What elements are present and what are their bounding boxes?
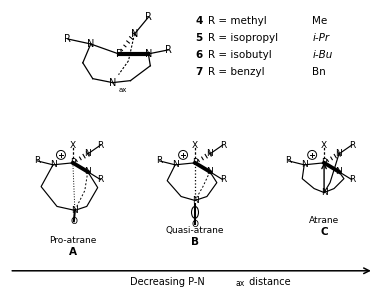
Text: N: N xyxy=(192,196,198,205)
Text: Me: Me xyxy=(312,16,327,26)
Text: P: P xyxy=(321,158,327,167)
Text: N: N xyxy=(301,160,308,169)
Text: distance: distance xyxy=(246,277,290,287)
Text: N: N xyxy=(145,49,152,59)
Text: O: O xyxy=(192,220,199,229)
Text: N: N xyxy=(84,167,91,176)
Text: ax: ax xyxy=(236,279,245,288)
Text: 6: 6 xyxy=(195,50,202,60)
Text: R: R xyxy=(285,156,291,165)
Text: R: R xyxy=(220,141,226,150)
Text: 5: 5 xyxy=(195,33,202,43)
Text: R: R xyxy=(97,175,104,184)
Text: i-Bu: i-Bu xyxy=(312,50,332,60)
Text: N: N xyxy=(335,167,343,176)
Text: N: N xyxy=(109,78,116,88)
Text: P: P xyxy=(116,49,122,59)
Text: N: N xyxy=(50,160,56,169)
Text: N: N xyxy=(335,149,343,158)
Text: X: X xyxy=(192,141,198,150)
Text: R: R xyxy=(34,156,40,165)
Text: O: O xyxy=(70,217,77,226)
Text: R: R xyxy=(165,45,172,55)
Text: N: N xyxy=(321,188,327,197)
Text: P: P xyxy=(192,158,198,167)
Text: Quasi-atrane: Quasi-atrane xyxy=(166,226,224,235)
Text: N: N xyxy=(87,39,95,49)
Text: X: X xyxy=(70,141,76,150)
Text: R: R xyxy=(220,175,226,184)
Text: R = methyl: R = methyl xyxy=(208,16,267,26)
Text: R: R xyxy=(349,141,355,150)
Text: ax: ax xyxy=(118,86,127,93)
Text: R: R xyxy=(349,175,355,184)
Text: R = isobutyl: R = isobutyl xyxy=(208,50,272,60)
Text: i-Pr: i-Pr xyxy=(312,33,329,43)
Text: 7: 7 xyxy=(195,67,203,77)
Text: A: A xyxy=(69,247,77,257)
Text: B: B xyxy=(191,237,199,247)
Text: R: R xyxy=(145,12,152,22)
Text: P: P xyxy=(70,158,75,167)
Text: R = benzyl: R = benzyl xyxy=(208,67,265,77)
Text: N: N xyxy=(172,160,179,169)
Text: Atrane: Atrane xyxy=(309,216,339,225)
Text: R = isopropyl: R = isopropyl xyxy=(208,33,278,43)
Text: Pro-atrane: Pro-atrane xyxy=(49,236,97,245)
Text: Decreasing P-N: Decreasing P-N xyxy=(131,277,205,287)
Text: N: N xyxy=(131,29,138,39)
Text: R: R xyxy=(65,34,71,44)
Text: N: N xyxy=(206,167,213,176)
Text: R: R xyxy=(97,141,104,150)
Text: X: X xyxy=(321,141,327,150)
Text: N: N xyxy=(84,149,91,158)
Text: R: R xyxy=(156,156,162,165)
Text: C: C xyxy=(320,227,328,237)
Text: N: N xyxy=(72,206,78,215)
Text: N: N xyxy=(206,149,213,158)
Text: Bn: Bn xyxy=(312,67,326,77)
Text: 4: 4 xyxy=(195,16,203,26)
